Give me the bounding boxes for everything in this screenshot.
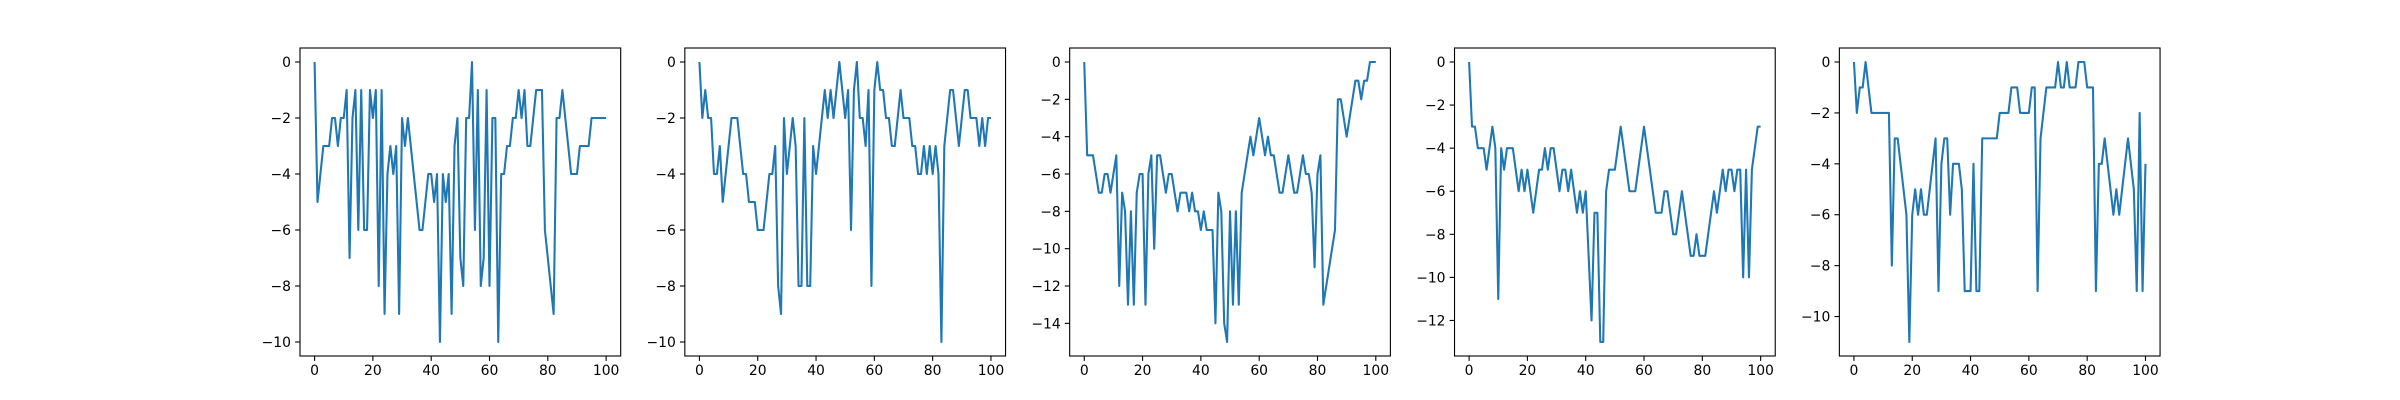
x-tick-label: 60	[866, 363, 884, 379]
x-tick-label: 0	[310, 363, 319, 379]
y-tick-label: −12	[1031, 279, 1060, 295]
axes-frame	[684, 47, 1007, 357]
x-tick-label: 100	[2132, 363, 2159, 379]
x-tick-label: 40	[807, 363, 825, 379]
x-tick-label: 80	[1693, 363, 1711, 379]
y-tick-label: −4	[1810, 157, 1831, 173]
y-tick-label: −6	[1040, 167, 1060, 183]
y-tick-label: −8	[1810, 259, 1830, 275]
x-tick-label: 100	[593, 363, 620, 379]
y-tick-label: −14	[1031, 316, 1060, 332]
x-tick-label: 40	[1577, 363, 1595, 379]
x-tick-label: 80	[1309, 363, 1327, 379]
x-tick-label: 100	[1363, 363, 1390, 379]
x-tick-label: 20	[364, 363, 382, 379]
x-tick-label: 60	[1250, 363, 1268, 379]
y-tick-label: −10	[1801, 310, 1830, 326]
x-tick-label: 20	[1903, 363, 1921, 379]
axes-frame	[1838, 47, 2161, 357]
x-tick-label: 80	[539, 363, 557, 379]
x-tick-label: 100	[1747, 363, 1774, 379]
axes-frame	[1069, 47, 1391, 357]
x-tick-label: 60	[2020, 363, 2038, 379]
y-tick-label: −2	[1810, 106, 1830, 122]
x-tick-label: 60	[1635, 363, 1653, 379]
y-tick-label: −10	[1416, 270, 1445, 286]
y-tick-label: −8	[271, 279, 291, 295]
x-tick-label: 0	[1080, 363, 1089, 379]
y-tick-label: −6	[1810, 208, 1830, 224]
x-tick-label: 20	[1134, 363, 1152, 379]
y-tick-label: −6	[271, 223, 291, 239]
y-tick-label: −10	[1031, 242, 1060, 258]
y-tick-label: −2	[1040, 92, 1060, 108]
y-tick-label: 0	[667, 55, 676, 71]
x-tick-label: 40	[1192, 363, 1210, 379]
axes-frame	[1453, 47, 1776, 357]
y-tick-label: −4	[1040, 130, 1061, 146]
axes-frame	[299, 47, 622, 357]
x-tick-label: 20	[1519, 363, 1537, 379]
x-tick-label: 40	[422, 363, 440, 379]
y-tick-label: 0	[1437, 55, 1446, 71]
y-tick-label: −4	[271, 167, 292, 183]
y-tick-label: −2	[655, 111, 675, 127]
y-tick-label: −2	[271, 111, 291, 127]
data-line	[698, 60, 991, 344]
x-tick-label: 100	[978, 363, 1005, 379]
y-tick-label: 0	[1822, 55, 1831, 71]
x-tick-label: 40	[1962, 363, 1980, 379]
y-tick-label: −4	[655, 167, 676, 183]
y-tick-label: −6	[655, 223, 675, 239]
y-tick-label: −10	[647, 335, 676, 351]
data-line	[1083, 60, 1376, 344]
x-tick-label: 60	[481, 363, 499, 379]
x-tick-label: 20	[749, 363, 767, 379]
y-tick-label: −8	[655, 279, 675, 295]
y-tick-label: −8	[1040, 204, 1060, 220]
y-tick-label: −12	[1416, 313, 1445, 329]
data-line	[1852, 60, 2147, 344]
data-line	[313, 60, 607, 344]
data-line	[1468, 61, 1761, 344]
x-tick-label: 0	[1850, 363, 1859, 379]
x-tick-label: 0	[1465, 363, 1474, 379]
y-tick-label: 0	[1052, 55, 1061, 71]
x-tick-label: 80	[924, 363, 942, 379]
y-tick-label: −2	[1425, 98, 1445, 114]
y-tick-label: −4	[1425, 141, 1446, 157]
y-tick-label: −8	[1425, 227, 1445, 243]
x-tick-label: 0	[695, 363, 704, 379]
y-tick-label: −10	[262, 335, 291, 351]
x-tick-label: 80	[2078, 363, 2096, 379]
y-tick-label: −6	[1425, 184, 1445, 200]
y-tick-label: 0	[282, 55, 291, 71]
